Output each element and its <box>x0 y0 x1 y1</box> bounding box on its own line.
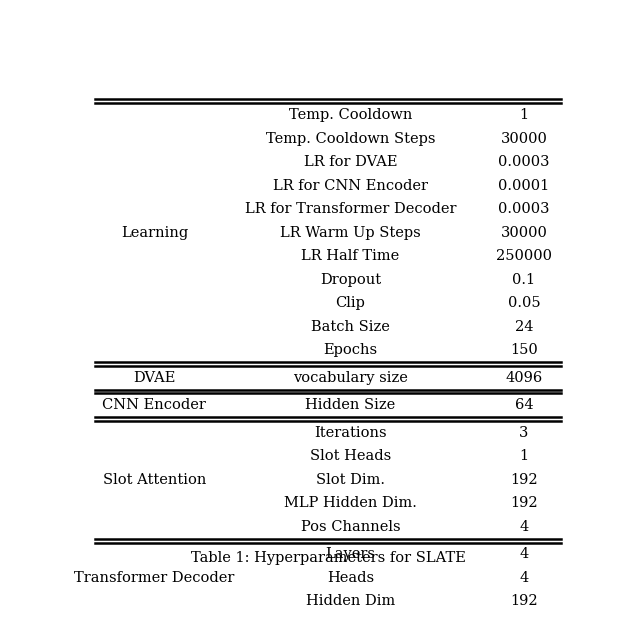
Text: 64: 64 <box>515 398 533 412</box>
Text: Pos Channels: Pos Channels <box>301 520 400 534</box>
Text: Epochs: Epochs <box>323 343 378 358</box>
Text: 0.05: 0.05 <box>508 296 540 310</box>
Text: 3: 3 <box>519 426 529 440</box>
Text: 0.0003: 0.0003 <box>498 155 550 169</box>
Text: 0.0001: 0.0001 <box>499 178 550 193</box>
Text: 4096: 4096 <box>506 371 543 385</box>
Text: 192: 192 <box>510 473 538 487</box>
Text: 4: 4 <box>519 520 529 534</box>
Text: 1: 1 <box>519 449 529 464</box>
Text: LR Warm Up Steps: LR Warm Up Steps <box>280 225 420 239</box>
Text: Transformer Decoder: Transformer Decoder <box>74 571 235 585</box>
Text: Hidden Size: Hidden Size <box>305 398 396 412</box>
Text: vocabulary size: vocabulary size <box>293 371 408 385</box>
Text: LR for DVAE: LR for DVAE <box>303 155 397 169</box>
Text: 4: 4 <box>519 548 529 561</box>
Text: 192: 192 <box>510 594 538 609</box>
Text: 4: 4 <box>519 571 529 585</box>
Text: 24: 24 <box>515 320 533 334</box>
Text: Slot Attention: Slot Attention <box>102 473 206 487</box>
Text: Temp. Cooldown Steps: Temp. Cooldown Steps <box>266 132 435 146</box>
Text: DVAE: DVAE <box>133 371 175 385</box>
Text: Heads: Heads <box>327 571 374 585</box>
Text: 0.0003: 0.0003 <box>498 202 550 216</box>
Text: 30000: 30000 <box>500 225 547 239</box>
Text: Layers: Layers <box>325 548 375 561</box>
Text: 150: 150 <box>510 343 538 358</box>
Text: 0.1: 0.1 <box>513 273 536 287</box>
Text: 250000: 250000 <box>496 249 552 263</box>
Text: Dropout: Dropout <box>320 273 381 287</box>
Text: 1: 1 <box>519 108 529 122</box>
Text: 30000: 30000 <box>500 132 547 146</box>
Text: LR for Transformer Decoder: LR for Transformer Decoder <box>244 202 456 216</box>
Text: LR for CNN Encoder: LR for CNN Encoder <box>273 178 428 193</box>
Text: LR Half Time: LR Half Time <box>301 249 399 263</box>
Text: Table 1: Hyperparameters for SLATE: Table 1: Hyperparameters for SLATE <box>191 551 465 564</box>
Text: Hidden Dim: Hidden Dim <box>306 594 395 609</box>
Text: Temp. Cooldown: Temp. Cooldown <box>289 108 412 122</box>
Text: Learning: Learning <box>121 225 188 239</box>
Text: Slot Dim.: Slot Dim. <box>316 473 385 487</box>
Text: Iterations: Iterations <box>314 426 387 440</box>
Text: Slot Heads: Slot Heads <box>310 449 391 464</box>
Text: Clip: Clip <box>335 296 365 310</box>
Text: Batch Size: Batch Size <box>311 320 390 334</box>
Text: 192: 192 <box>510 496 538 510</box>
Text: CNN Encoder: CNN Encoder <box>102 398 206 412</box>
Text: MLP Hidden Dim.: MLP Hidden Dim. <box>284 496 417 510</box>
